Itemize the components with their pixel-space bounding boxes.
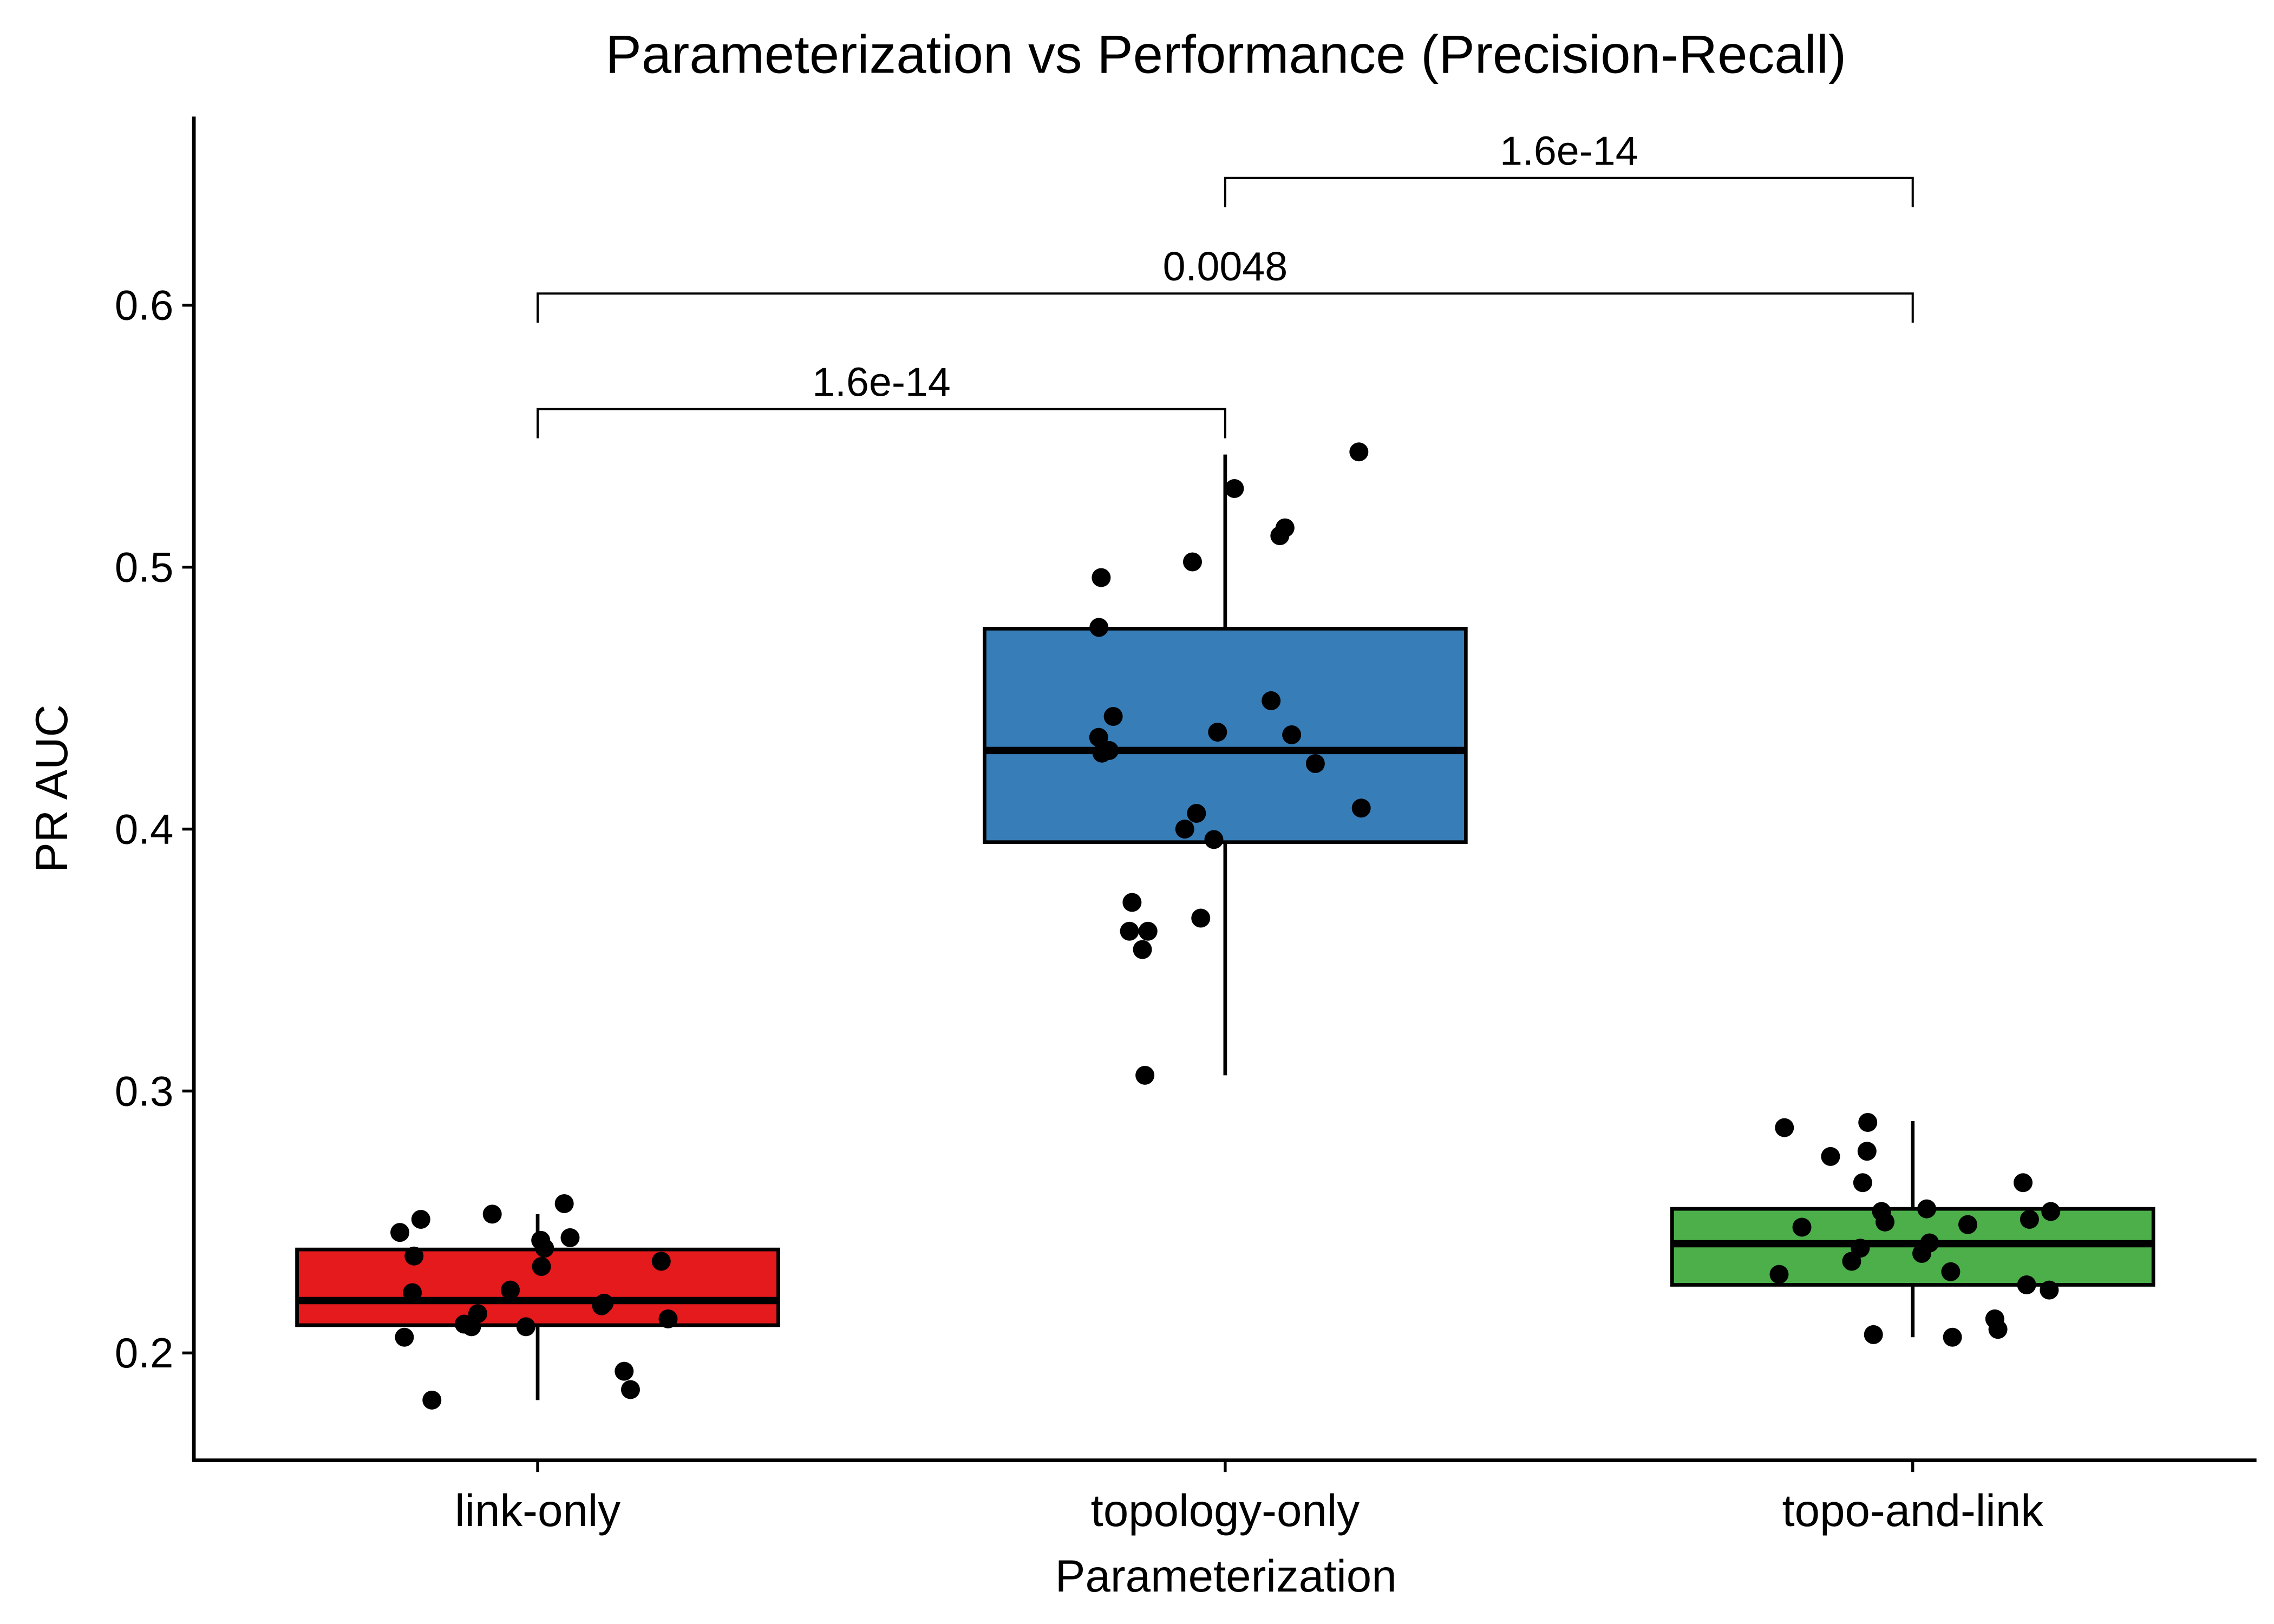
point [2014,1173,2033,1193]
point [554,1194,574,1213]
point [1103,706,1123,726]
y-axis-title: PR AUC [26,704,77,873]
point [560,1228,580,1247]
significance-bracket [1224,176,1914,207]
point [1092,568,1111,587]
p-value-label: 0.0048 [1163,244,1288,289]
point [1133,940,1152,959]
point [1135,1065,1155,1085]
point [1092,743,1112,763]
point [1262,691,1281,710]
chart-title: Parameterization vs Performance (Precisi… [605,25,1846,85]
point [1122,893,1142,912]
point [2041,1202,2061,1221]
point [462,1317,481,1337]
point [1225,479,1244,498]
point [403,1283,422,1302]
y-tick-label: 0.2 [115,1329,174,1377]
point [1282,725,1302,744]
point [1912,1243,1932,1263]
point [1864,1325,1883,1344]
point [1917,1199,1937,1219]
point [1089,728,1108,747]
point [620,1380,640,1399]
y-tick-label: 0.5 [115,543,174,591]
p-value-label: 1.6e-14 [1500,128,1638,174]
point [1305,754,1325,774]
point [658,1309,678,1328]
point [1138,921,1158,941]
point [1270,526,1290,546]
point [404,1246,424,1266]
y-tick-label: 0.3 [115,1067,174,1115]
point [516,1317,535,1337]
point [615,1361,634,1381]
point [1958,1215,1978,1234]
p-value-label: 1.6e-14 [812,359,951,405]
point [532,1257,551,1276]
point [1349,442,1369,462]
point [482,1204,502,1224]
point [1208,722,1227,742]
point [1204,830,1224,849]
x-axis-title: Parameterization [1055,1550,1397,1601]
x-tick-label: topology-only [1091,1485,1360,1536]
point [2040,1280,2059,1300]
point [1775,1118,1794,1137]
point [411,1209,430,1229]
x-tick-label: topo-and-link [1782,1485,2044,1536]
significance-bracket [537,292,1914,323]
point [1175,820,1194,839]
x-tick-label: link-only [455,1485,620,1536]
point [1120,921,1139,941]
point [1769,1265,1789,1284]
point [1988,1320,2008,1339]
point [1943,1327,1962,1347]
point [1089,618,1109,637]
point [1187,803,1206,823]
point [535,1239,554,1258]
point [1876,1212,1895,1232]
point [422,1390,442,1410]
point [1821,1147,1840,1166]
y-tick-label: 0.6 [115,281,174,329]
point [1182,552,1202,572]
point [1941,1262,1961,1281]
point [1351,798,1371,818]
point [395,1327,414,1347]
point [2017,1275,2036,1294]
point [651,1252,671,1271]
point [1858,1112,1878,1132]
point [1853,1173,1872,1193]
point [1191,908,1211,928]
point [2020,1209,2039,1229]
significance-bracket [537,408,1226,438]
point [1842,1252,1861,1271]
point [1792,1217,1812,1237]
point [390,1223,410,1242]
y-tick-label: 0.4 [115,805,174,853]
point [592,1296,611,1315]
point [501,1280,520,1300]
point [1857,1142,1877,1161]
